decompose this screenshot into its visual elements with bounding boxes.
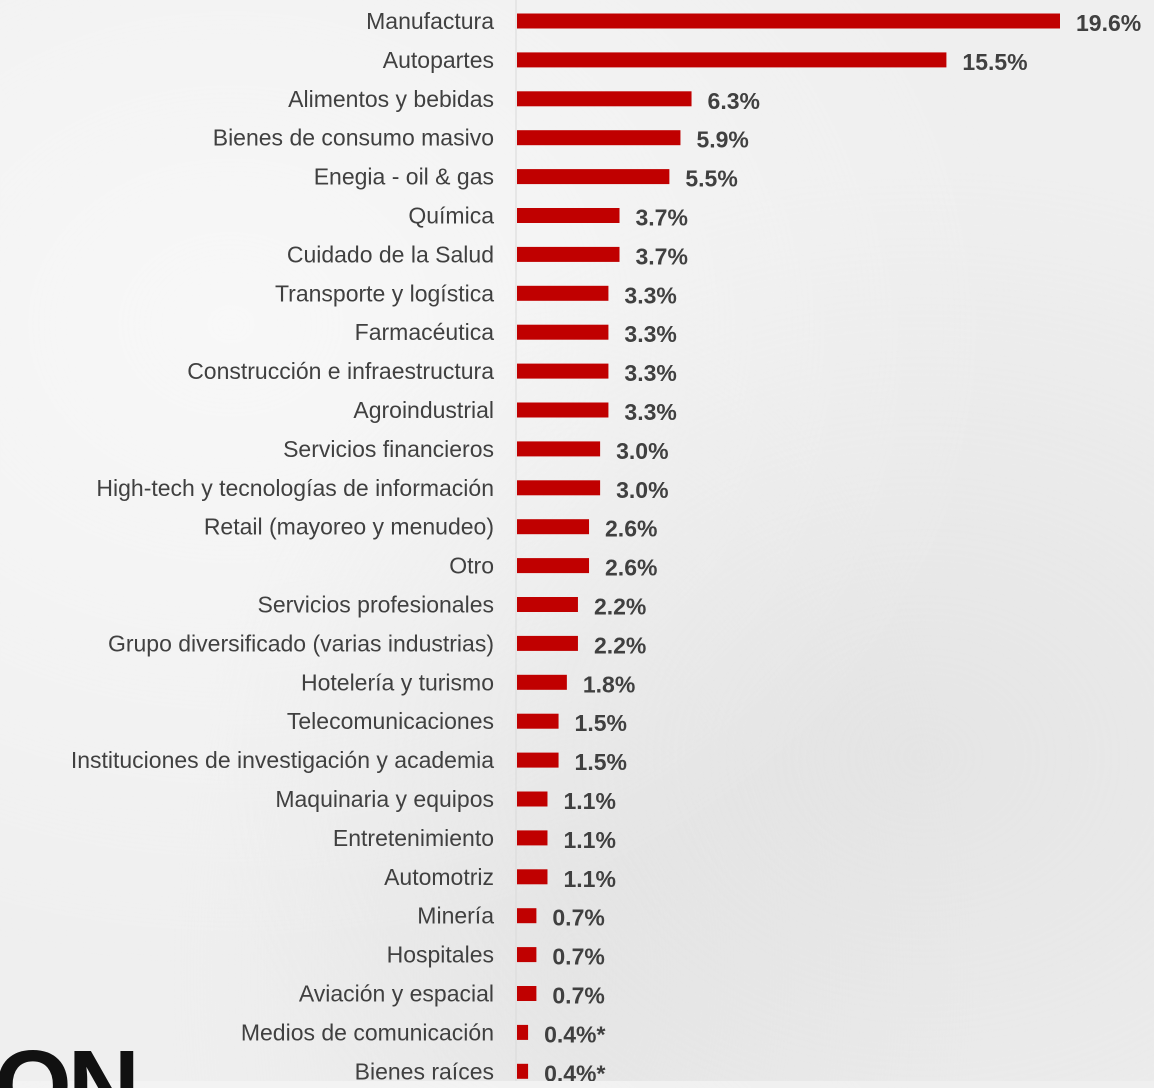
category-label: Manufactura (366, 8, 494, 34)
category-label: Alimentos y bebidas (288, 86, 494, 112)
value-label: 3.3% (624, 360, 676, 386)
value-label: 0.7% (552, 944, 604, 970)
bar (517, 791, 548, 807)
category-label: High-tech y tecnologías de información (96, 475, 494, 501)
bar (517, 986, 537, 1001)
bar (517, 285, 609, 301)
bar (517, 830, 548, 846)
category-label: Bienes de consumo masivo (213, 125, 494, 151)
bar (517, 363, 609, 379)
bar (517, 597, 578, 612)
category-label: Maquinaria y equipos (275, 786, 494, 812)
category-label: Aviación y espacial (299, 981, 494, 1007)
value-label: 6.3% (708, 88, 760, 114)
category-labels-group: Manufactura Autopartes Alimentos y bebidas… (71, 8, 494, 1081)
bar (517, 869, 548, 885)
bars-group (517, 13, 1060, 1079)
value-labels-group: 19.6% 15.5% 6.3% 5.9% 5.5% 3.7% 3.7% 3.3% 3.3% 3.… (544, 10, 1141, 1081)
category-label: Cuidado de la Salud (287, 241, 494, 267)
bar (517, 752, 559, 768)
value-label: 3.0% (616, 438, 668, 464)
bar (517, 480, 601, 496)
bar (517, 947, 537, 963)
category-label: Enegia - oil & gas (314, 164, 494, 190)
category-label: Minería (417, 903, 494, 929)
value-label: 3.0% (616, 477, 668, 503)
category-label: Hospitales (387, 942, 494, 968)
bar (517, 558, 590, 574)
value-label: 1.5% (575, 710, 627, 736)
category-label: Farmacéutica (355, 319, 495, 345)
bar (517, 713, 559, 729)
bar (517, 130, 681, 146)
bar (517, 13, 1060, 29)
bar (517, 324, 609, 340)
value-label: 19.6% (1076, 10, 1141, 36)
value-label: 3.3% (624, 399, 676, 425)
value-label: 15.5% (962, 49, 1027, 75)
value-label: 3.3% (624, 282, 676, 308)
bar (517, 169, 670, 185)
value-label: 1.5% (575, 749, 627, 775)
category-label: Instituciones de investigación y academi… (71, 747, 494, 773)
value-label: 3.3% (624, 321, 676, 347)
category-label: Agroindustrial (353, 397, 494, 423)
category-label: Construcción e infraestructura (187, 358, 494, 384)
value-label: 1.1% (563, 788, 615, 814)
category-label: Grupo diversificado (varias industrias) (108, 630, 494, 656)
bar (517, 246, 620, 262)
bar (517, 52, 947, 68)
value-label: 0.4%* (544, 1021, 605, 1047)
category-label: Servicios financieros (283, 436, 494, 462)
value-label: 2.6% (605, 555, 657, 581)
value-label: 2.2% (594, 594, 646, 620)
category-label: Telecomunicaciones (287, 708, 494, 734)
value-label: 5.5% (685, 166, 737, 192)
bar (517, 519, 590, 535)
bar (517, 908, 537, 924)
logo-fragment: ON (0, 1048, 135, 1088)
bar (517, 1024, 529, 1040)
category-label: Química (408, 203, 494, 229)
bar (517, 91, 692, 107)
category-label: Transporte y logística (275, 280, 494, 306)
bar (517, 635, 578, 651)
category-label: Autopartes (383, 47, 494, 73)
category-label: Medios de comunicación (241, 1019, 494, 1045)
value-label: 0.7% (552, 983, 604, 1009)
value-label: 3.7% (636, 205, 688, 231)
category-label: Hotelería y turismo (301, 669, 494, 695)
value-label: 3.7% (636, 243, 688, 269)
category-label: Bienes raíces (355, 1058, 494, 1081)
bar (517, 1063, 529, 1079)
bar (517, 402, 609, 418)
value-label: 5.9% (696, 127, 748, 153)
category-label: Entretenimiento (333, 825, 494, 851)
category-label: Automotriz (384, 864, 494, 890)
value-label: 1.8% (583, 671, 635, 697)
value-label: 2.2% (594, 632, 646, 658)
value-label: 0.4%* (544, 1060, 605, 1081)
bar (517, 441, 601, 457)
value-label: 0.7% (552, 905, 604, 931)
bar (517, 208, 620, 223)
value-label: 1.1% (563, 827, 615, 853)
category-label: Servicios profesionales (257, 592, 494, 618)
value-label: 1.1% (563, 866, 615, 892)
value-label: 2.6% (605, 516, 657, 542)
bar (517, 674, 567, 690)
category-label: Retail (mayoreo y menudeo) (204, 514, 494, 540)
logo-fragment-text: ON (0, 1048, 135, 1088)
category-label: Otro (449, 553, 494, 579)
